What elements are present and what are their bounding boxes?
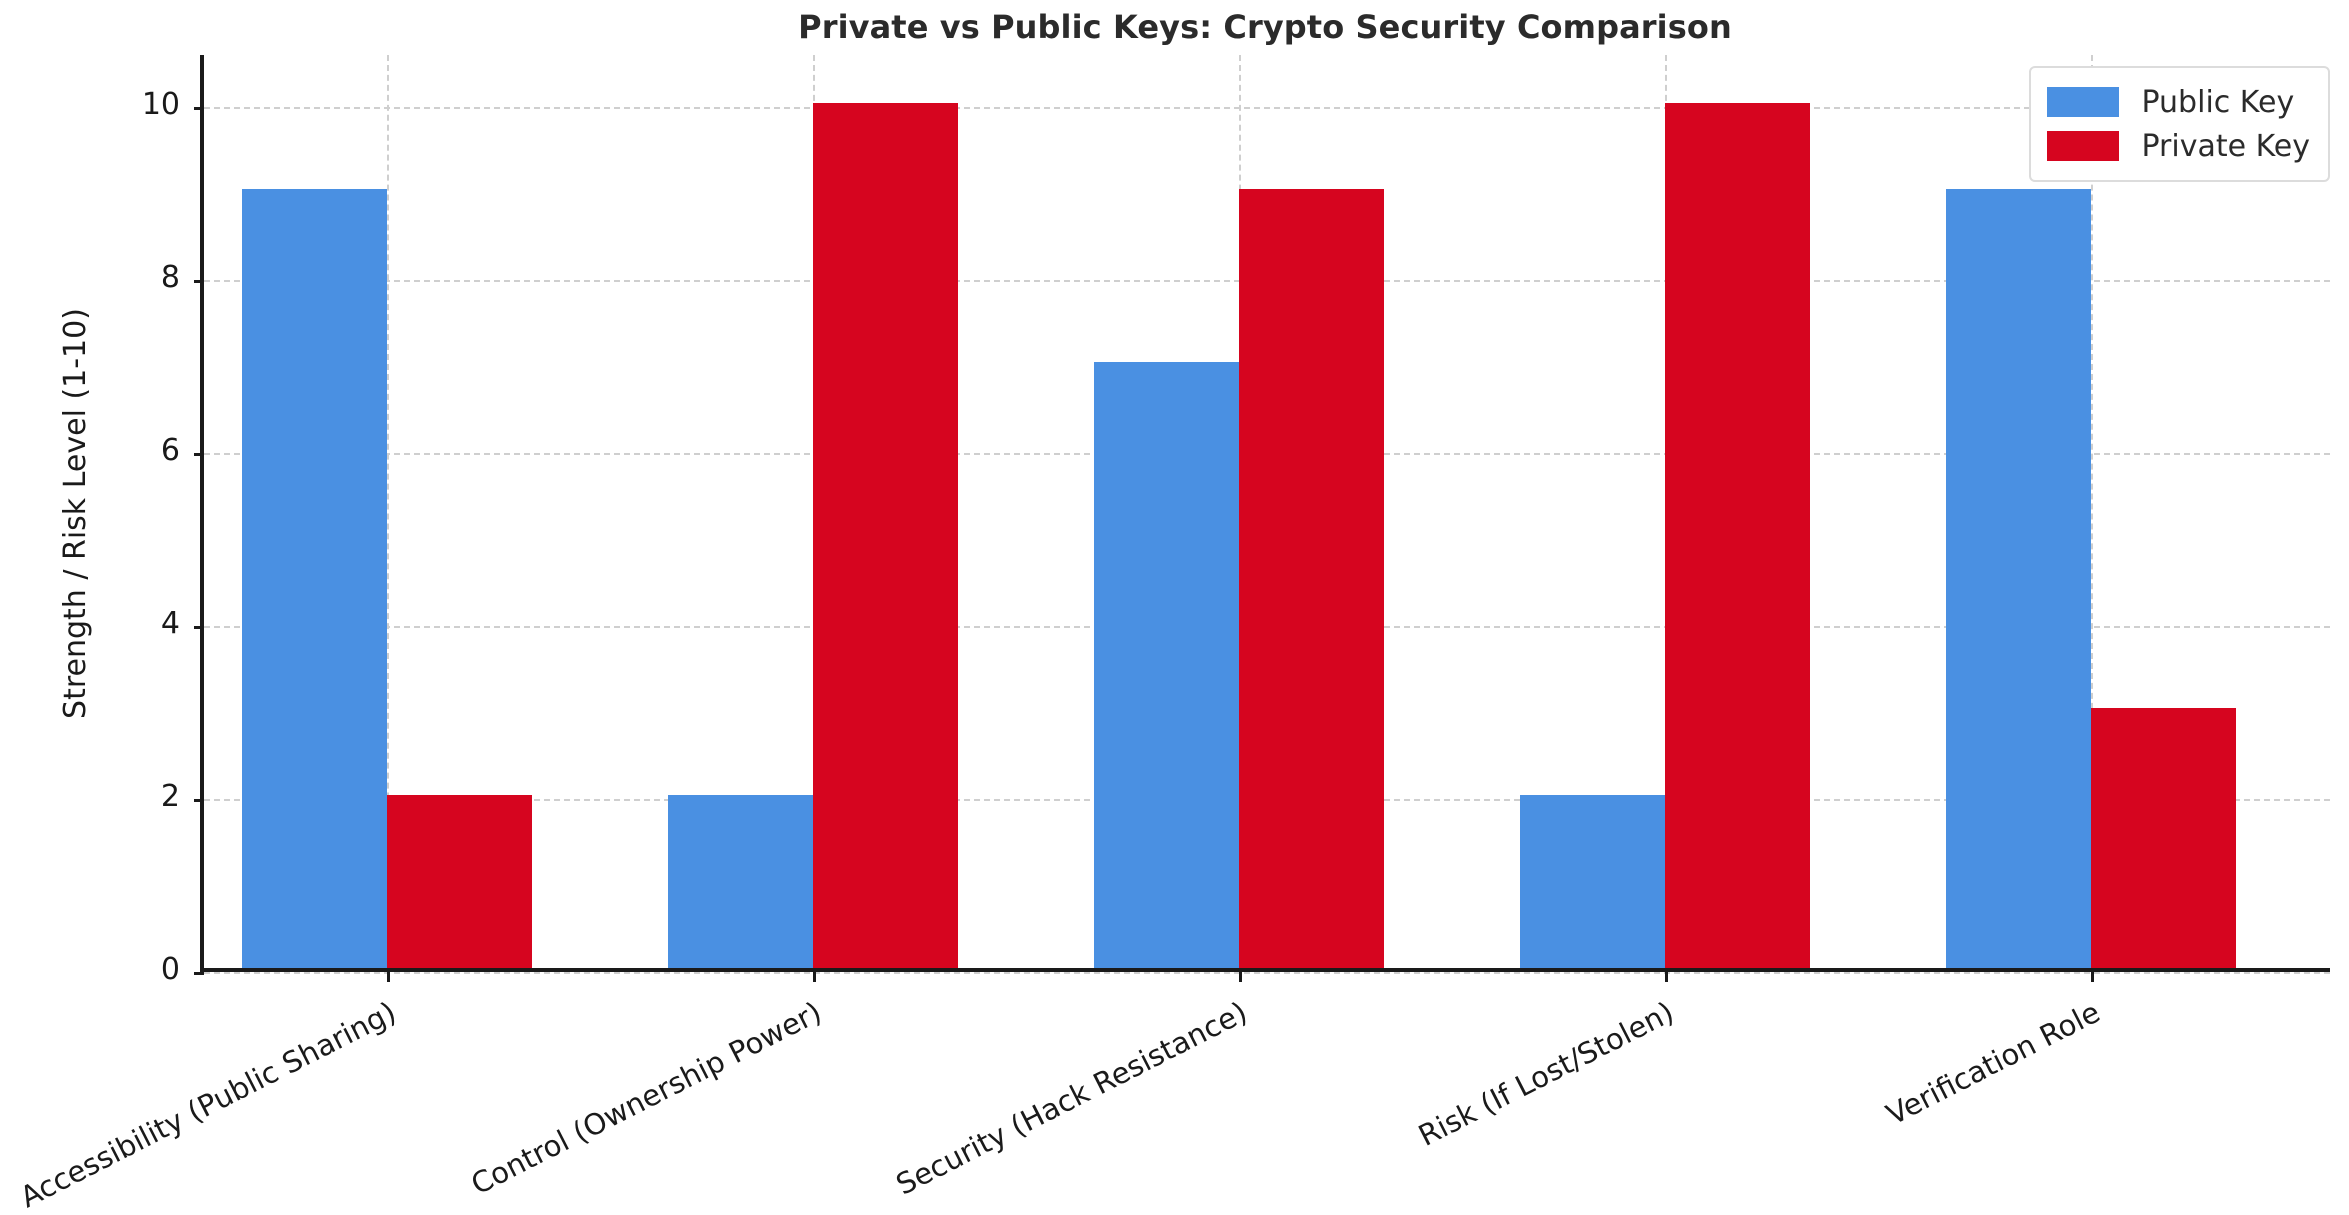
x-tick-mark <box>1239 972 1243 982</box>
x-tick-label: Accessibility (Public Sharing) <box>14 994 401 1215</box>
legend-item[interactable]: Private Key <box>2047 124 2310 168</box>
chart-legend[interactable]: Public Key Private Key <box>2029 66 2330 182</box>
bar-private-key[interactable] <box>387 794 532 968</box>
y-tick-mark <box>194 106 204 110</box>
bar-private-key[interactable] <box>813 102 958 968</box>
y-tick-mark <box>194 798 204 802</box>
chart-title: Private vs Public Keys: Crypto Security … <box>798 8 1732 46</box>
plot-area <box>194 55 2330 982</box>
bar-private-key[interactable] <box>1239 189 1384 968</box>
y-tick-mark <box>194 279 204 283</box>
bar-public-key[interactable] <box>668 794 814 968</box>
y-axis-title: Strength / Risk Level (1-10) <box>58 308 93 719</box>
y-tick-mark <box>194 625 204 629</box>
x-tick-mark <box>813 972 817 982</box>
gridline-vertical <box>2091 55 2094 968</box>
bar-public-key[interactable] <box>242 189 388 968</box>
x-tick-label: Risk (If Lost/Stolen) <box>1412 994 1679 1153</box>
y-tick-label: 0 <box>160 952 180 987</box>
y-tick-label: 6 <box>160 432 180 468</box>
x-tick-label: Verification Role <box>1880 994 2105 1132</box>
bar-public-key[interactable] <box>1520 794 1666 968</box>
x-tick-label: Control (Ownership Power) <box>465 994 827 1202</box>
y-tick-label: 10 <box>141 86 180 122</box>
y-tick-label: 2 <box>160 778 180 814</box>
legend-swatch-private-key <box>2047 131 2120 161</box>
legend-item[interactable]: Public Key <box>2047 80 2310 124</box>
legend-label-public-key: Public Key <box>2141 84 2295 120</box>
chart-figure: Private vs Public Keys: Crypto Security … <box>14 8 2330 1215</box>
gridline-vertical <box>387 55 390 968</box>
bar-private-key[interactable] <box>1665 102 1810 968</box>
bar-public-key[interactable] <box>1094 362 1240 968</box>
y-tick-mark <box>194 452 204 456</box>
y-tick-label: 4 <box>160 605 180 641</box>
x-tick-label: Security (Hack Resistance) <box>891 994 1253 1202</box>
legend-swatch-public-key <box>2047 87 2120 117</box>
x-tick-mark <box>2091 972 2095 982</box>
bar-private-key[interactable] <box>2091 708 2236 968</box>
gridline-horizontal <box>204 106 2330 109</box>
x-tick-mark <box>387 972 391 982</box>
y-tick-mark <box>194 972 204 975</box>
legend-label-private-key: Private Key <box>2141 128 2310 164</box>
x-tick-mark <box>1665 972 1669 982</box>
bar-public-key[interactable] <box>1946 189 2092 968</box>
y-tick-label: 8 <box>160 259 180 295</box>
gridline-horizontal <box>204 972 2330 974</box>
